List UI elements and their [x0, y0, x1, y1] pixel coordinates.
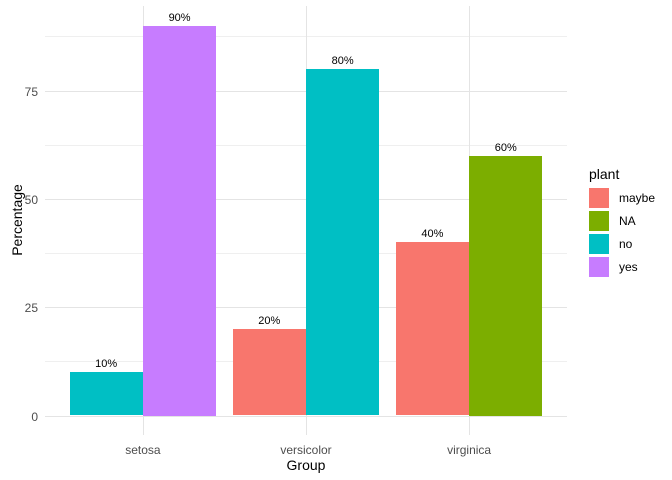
legend-title: plant	[589, 166, 620, 182]
legend-entry-label: maybe	[619, 191, 656, 205]
bar-value-label: 60%	[494, 141, 517, 154]
legend-entry: yes	[589, 257, 655, 277]
legend: plant maybe NA no yes	[589, 166, 655, 280]
x-axis-tick-label: virginica	[447, 443, 492, 457]
bar-versicolor-no	[306, 68, 380, 416]
bar-value-label: 80%	[331, 54, 354, 67]
bar-versicolor-maybe	[232, 328, 306, 416]
legend-entry: maybe	[589, 188, 655, 208]
bar-virginica-NA	[469, 155, 543, 416]
legend-entry: NA	[589, 211, 655, 231]
bar-value-label: 10%	[95, 358, 118, 371]
x-axis-tick-label: versicolor	[280, 443, 332, 457]
bar-virginica-maybe	[395, 242, 470, 416]
y-axis-tick-label: 75	[24, 84, 38, 99]
y-axis-tick-label: 0	[31, 409, 38, 424]
legend-swatch-NA	[589, 211, 609, 231]
legend-entry: no	[589, 234, 655, 254]
bar-setosa-no	[69, 372, 143, 416]
legend-entries: maybe NA no yes	[589, 188, 655, 277]
bar-value-label: 90%	[168, 11, 191, 24]
legend-entry-label: no	[619, 237, 633, 251]
y-axis-title: Percentage	[9, 184, 25, 256]
y-axis-tick-label: 25	[24, 301, 38, 316]
bar-value-label: 40%	[421, 228, 444, 241]
bar-setosa-yes	[142, 25, 217, 416]
legend-entry-label: NA	[619, 214, 636, 228]
legend-swatch-yes	[589, 257, 609, 277]
legend-entry-label: yes	[619, 260, 638, 274]
bar-value-label: 20%	[258, 314, 281, 327]
legend-swatch-maybe	[589, 188, 609, 208]
legend-swatch-no	[589, 234, 609, 254]
y-axis-tick-label: 50	[24, 192, 38, 207]
x-axis-tick-label: setosa	[125, 443, 161, 457]
x-axis-title: Group	[286, 457, 326, 473]
